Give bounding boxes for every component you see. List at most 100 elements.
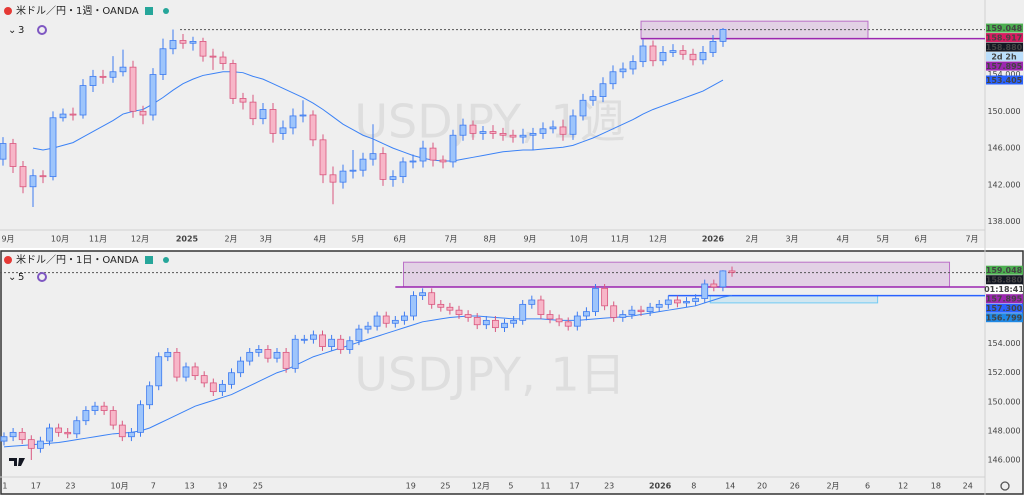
candle-body [355, 328, 363, 342]
candle-body [579, 99, 587, 117]
candle-body [279, 127, 287, 134]
indicator-chevron: ⌄ [8, 25, 16, 36]
candle-body [359, 158, 367, 171]
moving-average [32, 71, 724, 162]
candle-body [82, 410, 90, 422]
candle-body [419, 147, 427, 162]
countdown: 2d 2h [991, 53, 1017, 62]
candle-body [564, 321, 572, 327]
candle-body [501, 322, 508, 329]
x-tick-label: 25 [440, 482, 450, 491]
candle-body [228, 372, 235, 385]
countdown-bg [986, 284, 1023, 294]
x-tick-label: 6月 [393, 235, 406, 244]
price-label: 158.880 [986, 43, 1023, 52]
candle-body [146, 385, 154, 406]
candle-body [569, 115, 577, 135]
candle-body [674, 299, 681, 304]
price-label-bg [986, 275, 1023, 285]
x-tick-label: 17 [569, 482, 579, 491]
y-tick-label: 142.000 [987, 180, 1020, 189]
candle-body [100, 405, 108, 411]
candle-body [291, 338, 299, 369]
candle-body [510, 319, 518, 324]
x-tick-label: 12月 [649, 235, 667, 244]
x-tick-label: 13 [185, 482, 195, 491]
candle-body [589, 96, 597, 101]
candle-body [139, 110, 147, 116]
candle-body [49, 117, 57, 178]
y-tick-label: 152.000 [987, 368, 1020, 377]
candle-body [719, 270, 727, 288]
candle-body [489, 131, 497, 134]
candle-body [55, 427, 63, 433]
candle-body [629, 61, 637, 70]
x-tick-label: 7月 [965, 235, 978, 244]
candle-body [219, 56, 227, 64]
candle-body [349, 169, 357, 172]
candle-body [18, 431, 26, 441]
indicator-icon [37, 25, 47, 35]
candle-body [689, 53, 697, 61]
x-tick-label: 18 [931, 482, 941, 491]
price-label: 159.048 [986, 24, 1023, 33]
x-tick-label: 2025 [176, 235, 199, 244]
indicator-count: 5 [18, 272, 24, 283]
candle-body [428, 292, 436, 305]
candle-body [710, 283, 718, 288]
candle-body [628, 309, 636, 315]
candle-body [46, 427, 53, 442]
price-label-bg [986, 303, 1023, 313]
indicator-icon [37, 272, 47, 282]
candle-body [289, 115, 297, 129]
candle-body [409, 160, 417, 163]
y-tick-label: 154.000 [987, 339, 1020, 348]
settings-icon[interactable] [1000, 481, 1010, 491]
price-label: 159.048 [986, 266, 1023, 275]
flag-icon [4, 7, 12, 15]
x-tick-label: 17 [31, 482, 41, 491]
x-tick-label: 4月 [313, 235, 326, 244]
candle-body [679, 50, 687, 55]
candle-body [329, 174, 337, 183]
x-tick-label: 5月 [351, 235, 364, 244]
candle-body [639, 45, 647, 63]
candle-body [328, 338, 336, 347]
x-tick-label: 2月 [826, 482, 839, 491]
candle-body [319, 139, 327, 176]
candle-body [659, 52, 667, 62]
candle-body [199, 41, 207, 57]
countdown-bg [986, 52, 1023, 62]
candle-body [310, 334, 317, 340]
price-label-bg [986, 313, 1023, 323]
candle-body [479, 131, 487, 134]
price-label: 157.300 [986, 304, 1023, 313]
candle-body [169, 40, 177, 50]
candle-body [683, 301, 690, 304]
x-tick-label: 2月 [224, 235, 237, 244]
y-tick-label: 148.000 [987, 426, 1020, 435]
candle-body [449, 134, 457, 163]
x-tick-label: 23 [65, 482, 75, 491]
candle-body [559, 126, 567, 135]
x-tick-label: 3月 [785, 235, 798, 244]
candle-body [300, 338, 308, 341]
candle-body [99, 75, 107, 78]
price-label-bg [986, 33, 1023, 43]
candle-body [159, 48, 167, 75]
candle-body [337, 338, 345, 350]
x-tick-label: 23 [604, 482, 614, 491]
candle-body [64, 431, 72, 435]
candle-body [259, 109, 267, 120]
x-tick-label: 10月 [110, 482, 128, 491]
candle-body [492, 319, 499, 329]
candle-body [39, 175, 47, 178]
candle-body [229, 63, 237, 99]
candle-body [509, 134, 517, 138]
candle-body [719, 29, 727, 42]
x-tick-label: 10月 [570, 235, 588, 244]
candle-body [701, 283, 709, 299]
y-tick-label: 138.000 [987, 217, 1020, 226]
